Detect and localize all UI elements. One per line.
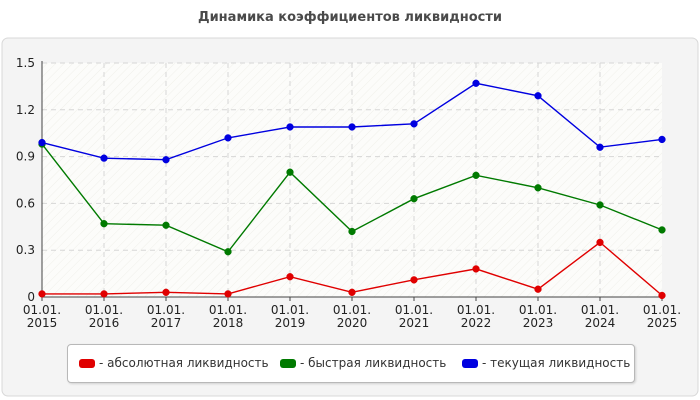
x-tick-label-line: 2024 [585,316,616,330]
x-tick-label-line: 01.01. [395,303,433,317]
series-0 [38,238,666,300]
x-tick-label: 01.01. 2025 [643,303,681,330]
data-point [286,123,294,131]
legend-item-current[interactable]: - текущая ликвидность [462,355,630,371]
x-tick-label-line: 2020 [337,316,368,330]
x-tick-label: 01.01. 2023 [519,303,557,330]
legend-item-absolute[interactable]: - абсолютная ликвидность [79,355,269,371]
data-point [410,276,418,284]
y-tick-label: 1.5 [16,56,35,70]
data-point [224,248,232,256]
data-point [38,138,46,147]
x-tick-label: 01.01. 2020 [333,303,371,330]
data-point [534,184,542,192]
legend-swatch-absolute [79,358,95,368]
x-tick-label-line: 2016 [89,316,120,330]
x-tick-label-line: 01.01. [519,303,557,317]
y-tick-label: 0.6 [16,196,35,210]
legend-swatch-quick [280,358,296,368]
data-point [410,120,418,128]
data-point [286,168,294,176]
data-point [162,156,170,164]
x-tick-label-line: 01.01. [209,303,247,317]
data-point [100,220,108,228]
data-point [100,290,108,298]
x-tick-label: 01.01. 2016 [85,303,123,330]
series-1 [38,140,666,256]
x-tick-label-line: 01.01. [85,303,123,317]
x-tick-label-line: 01.01. [643,303,681,317]
data-point [596,238,604,247]
data-point [596,143,604,151]
legend: - абсолютная ликвидность - быстрая ликви… [67,344,635,383]
series-2 [38,79,666,164]
data-point [658,135,666,144]
x-tick-label-line: 2021 [399,316,430,330]
data-point [162,221,170,229]
chart-title: Динамика коэффициентов ликвидности [198,10,502,25]
data-point [224,290,232,298]
x-tick-label-line: 01.01. [457,303,495,317]
y-tick-label: 1.2 [16,103,35,117]
x-tick-label-line: 01.01. [147,303,185,317]
data-point [224,134,232,142]
data-point [100,154,108,162]
data-point [38,290,46,298]
x-tick-label: 01.01. 2024 [581,303,619,330]
data-point [534,285,542,293]
legend-label-current: - текущая ликвидность [482,356,631,370]
data-point [348,288,356,296]
x-tick-label-line: 2022 [461,316,492,330]
y-tick-label: 0.3 [16,243,35,257]
legend-label-quick: - быстрая ликвидность [300,356,447,370]
data-point [596,201,604,209]
x-tick-label-line: 01.01. [333,303,371,317]
data-point [534,92,542,100]
series-layer [38,79,666,300]
legend-swatch-current [462,358,478,368]
grid-layer [42,62,662,297]
x-tick-label-line: 2019 [275,316,306,330]
x-tick-label: 01.01. 2018 [209,303,247,330]
x-tick-label-line: 2023 [523,316,554,330]
x-tick-label-line: 01.01. [23,303,61,317]
data-point [286,273,294,281]
x-tick-label: 01.01. 2022 [457,303,495,330]
data-point [658,226,666,234]
x-tick-label: 01.01. 2017 [147,303,185,330]
y-tick-label: 0.9 [16,150,35,164]
data-point [658,291,666,300]
data-point [472,265,480,273]
legend-label-absolute: - абсолютная ликвидность [99,356,269,370]
x-tick-label-line: 01.01. [581,303,619,317]
data-point [410,195,418,203]
x-tick-label-line: 2017 [151,316,182,330]
x-tick-label: 01.01. 2021 [395,303,433,330]
data-point [162,288,170,296]
legend-item-quick[interactable]: - быстрая ликвидность [280,355,446,371]
data-point [348,123,356,131]
x-tick-label-line: 2025 [647,316,678,330]
x-tick-label-line: 01.01. [271,303,309,317]
data-point [472,171,480,179]
data-point [348,227,356,236]
data-point [472,79,480,87]
x-tick-label-line: 2018 [213,316,244,330]
x-tick-label-line: 2015 [27,316,58,330]
x-tick-label: 01.01. 2015 [23,303,61,330]
x-tick-label: 01.01. 2019 [271,303,309,330]
y-tick-label: 0 [27,290,35,304]
